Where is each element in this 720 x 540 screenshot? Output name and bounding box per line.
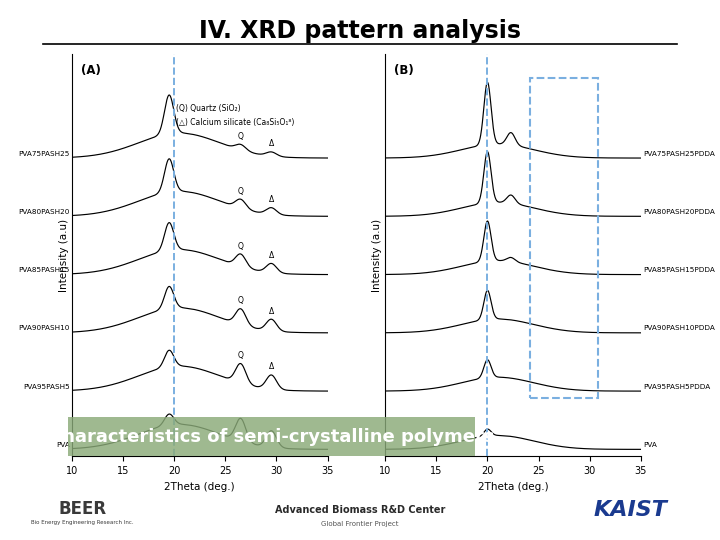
Text: PVA90PASH10: PVA90PASH10 xyxy=(19,326,70,332)
Text: Q: Q xyxy=(238,241,243,251)
Y-axis label: Intensity (a.u): Intensity (a.u) xyxy=(59,219,69,292)
Text: BEER: BEER xyxy=(59,500,107,518)
Text: Q: Q xyxy=(238,132,243,141)
Text: Q: Q xyxy=(238,187,243,195)
X-axis label: 2Theta (deg.): 2Theta (deg.) xyxy=(477,482,549,491)
Text: (Q) Quartz (SiO₂): (Q) Quartz (SiO₂) xyxy=(176,104,241,113)
Text: Advanced Biomass R&D Center: Advanced Biomass R&D Center xyxy=(275,505,445,515)
Text: Δ: Δ xyxy=(269,195,274,204)
Text: Q: Q xyxy=(238,351,243,360)
Bar xyxy=(531,78,598,398)
Text: (△) Calcium silicate (Ca₈Si₅O₁⁸): (△) Calcium silicate (Ca₈Si₅O₁⁸) xyxy=(176,118,294,127)
Text: Δ: Δ xyxy=(269,307,274,316)
Text: PVA: PVA xyxy=(56,442,70,448)
Text: PVA95PASH5: PVA95PASH5 xyxy=(23,384,70,390)
Text: (B): (B) xyxy=(394,64,414,77)
Text: PVA85PASH15: PVA85PASH15 xyxy=(19,267,70,273)
Text: Δ: Δ xyxy=(269,139,274,148)
Text: PVA75PASH25: PVA75PASH25 xyxy=(19,151,70,157)
Text: Δ: Δ xyxy=(269,362,274,372)
Text: Characteristics of semi-crystalline polymers: Characteristics of semi-crystalline poly… xyxy=(49,428,495,446)
Text: PVA80PASH20: PVA80PASH20 xyxy=(19,209,70,215)
Text: IV. XRD pattern analysis: IV. XRD pattern analysis xyxy=(199,19,521,43)
Text: Bio Energy Engineering Research Inc.: Bio Energy Engineering Research Inc. xyxy=(32,520,134,525)
Text: PVA90PASH10PDDA: PVA90PASH10PDDA xyxy=(643,326,715,332)
X-axis label: 2Theta (deg.): 2Theta (deg.) xyxy=(164,482,235,491)
Text: KAIST: KAIST xyxy=(593,500,667,521)
Y-axis label: Intensity (a.u): Intensity (a.u) xyxy=(372,219,382,292)
Text: Global Frontier Project: Global Frontier Project xyxy=(321,521,399,527)
Text: PVA80PASH20PDDA: PVA80PASH20PDDA xyxy=(643,209,715,215)
Text: (A): (A) xyxy=(81,64,101,77)
Text: Δ: Δ xyxy=(269,251,274,260)
Text: PVA85PASH15PDDA: PVA85PASH15PDDA xyxy=(643,267,715,273)
Text: PVA: PVA xyxy=(643,442,657,448)
Text: Q: Q xyxy=(238,296,243,305)
Text: PVA75PASH25PDDA: PVA75PASH25PDDA xyxy=(643,151,715,157)
Text: PVA95PASH5PDDA: PVA95PASH5PDDA xyxy=(643,384,710,390)
